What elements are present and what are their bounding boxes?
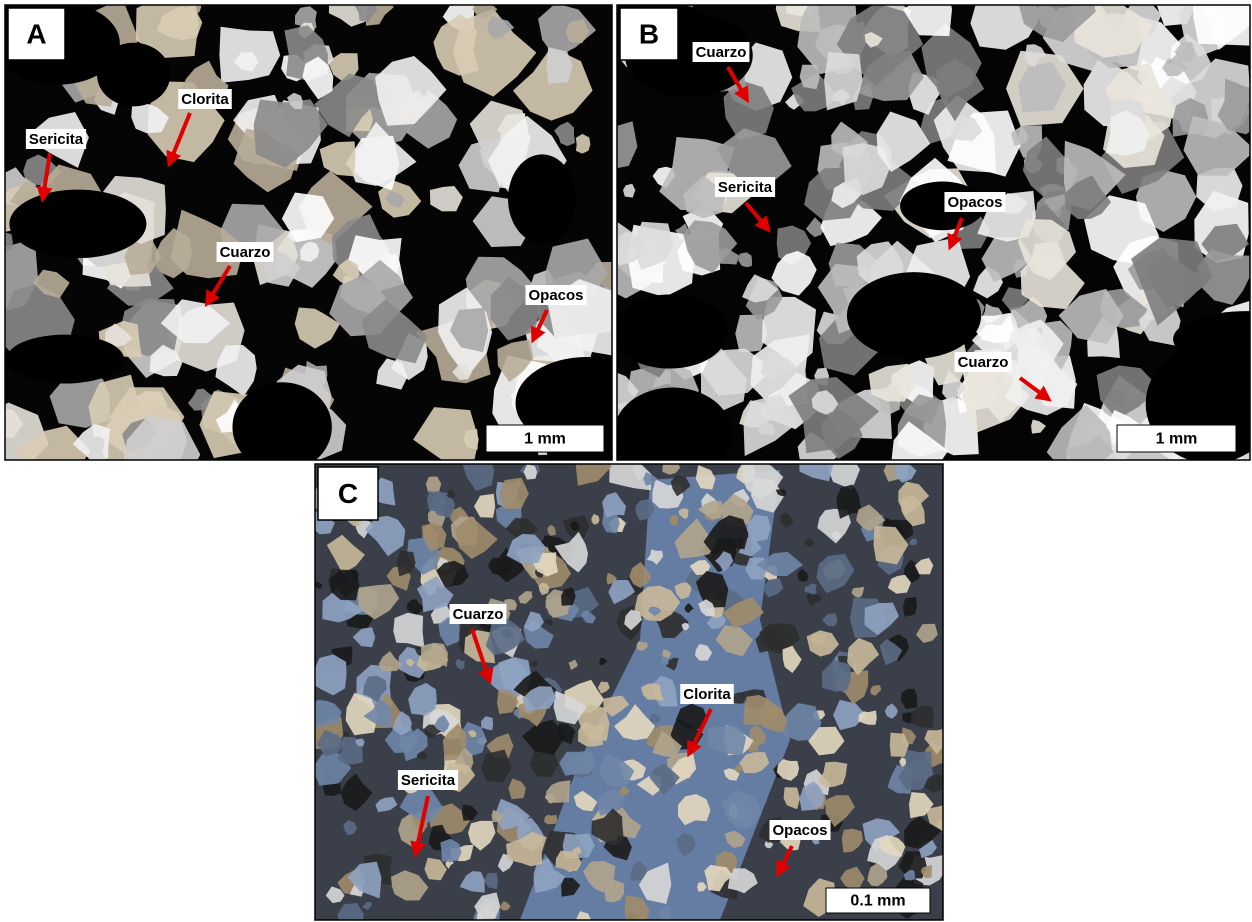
opaque-area [6,335,124,384]
scale-bar-label: 1 mm [1156,431,1198,448]
scale-bar-label: 1 mm [524,431,566,448]
mineral-label: Clorita [683,686,731,703]
mineral-label: Opacos [772,822,827,839]
mineral-grain [393,613,424,648]
mineral-label: Cuarzo [220,244,271,261]
mineral-label: Cuarzo [696,44,747,61]
mineral-label: Opacos [528,287,583,304]
micrograph [302,442,957,922]
panel-letter: A [26,18,46,49]
mineral-label: Cuarzo [958,354,1009,371]
mineral-grain [578,721,606,746]
panel-letter: B [639,18,659,49]
mineral-label: Clorita [181,91,229,108]
scale-bar-label: 0.1 mm [850,893,905,910]
mineral-label: Sericita [29,131,84,148]
opaque-area [612,294,728,368]
figure: A 1 mm Clorita Sericita Cuarzo Opacos B 1 mm Cua… [0,0,1252,922]
opaque-area [508,154,576,243]
opaque-area [847,272,981,359]
panel-letter: C [338,478,358,509]
mineral-grain [0,232,13,251]
opaque-area [9,190,146,258]
micrograph [584,0,1252,493]
mineral-label: Cuarzo [453,606,504,623]
mineral-label: Sericita [401,772,456,789]
mineral-label: Sericita [718,179,773,196]
mineral-label: Opacos [947,194,1002,211]
mineral-grain [1192,0,1252,46]
opaque-area [232,382,331,472]
